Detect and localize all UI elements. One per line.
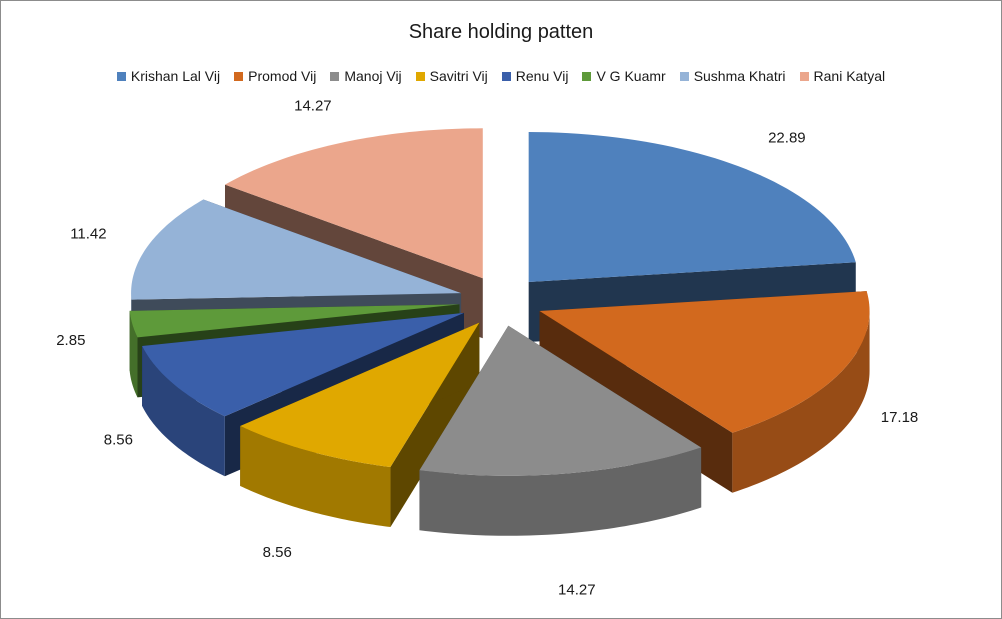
legend-swatch	[501, 71, 511, 81]
legend-swatch	[582, 71, 592, 81]
data-label: 8.56	[104, 431, 133, 448]
legend-item: Krishan Lal Vij	[116, 68, 221, 84]
legend-label: V G Kuamr	[596, 68, 666, 84]
legend-swatch	[116, 71, 126, 81]
legend-swatch	[330, 71, 340, 81]
legend-item: V G Kuamr	[582, 68, 666, 84]
legend-label: Sushma Khatri	[693, 68, 786, 84]
legend-item: Renu Vij	[501, 68, 569, 84]
data-label: 14.27	[558, 582, 596, 599]
legend-swatch	[415, 71, 425, 81]
legend-swatch	[799, 71, 809, 81]
legend-label: Rani Katyal	[813, 68, 886, 84]
legend-label: Krishan Lal Vij	[130, 68, 221, 84]
legend-item: Rani Katyal	[799, 68, 886, 84]
data-label: 17.18	[881, 409, 919, 426]
pie-slice	[419, 325, 702, 536]
data-label: 11.42	[70, 226, 106, 243]
legend-label: Promod Vij	[248, 68, 317, 84]
legend-item: Manoj Vij	[330, 68, 402, 84]
data-label: 8.56	[263, 544, 292, 561]
legend-swatch	[234, 71, 244, 81]
data-label: 14.27	[294, 97, 332, 114]
legend-item: Sushma Khatri	[679, 68, 786, 84]
legend-label: Manoj Vij	[344, 68, 402, 84]
legend-label: Savitri Vij	[429, 68, 488, 84]
data-label: 2.85	[56, 332, 85, 349]
data-label: 22.89	[768, 130, 806, 147]
legend: Krishan Lal Vij Promod Vij Manoj Vij Sav…	[1, 68, 1001, 84]
legend-label: Renu Vij	[515, 68, 569, 84]
pie-slice	[240, 322, 480, 528]
legend-item: Savitri Vij	[415, 68, 488, 84]
chart-title: Share holding patten	[408, 21, 594, 43]
legend-swatch	[679, 71, 689, 81]
legend-item: Promod Vij	[234, 68, 316, 84]
